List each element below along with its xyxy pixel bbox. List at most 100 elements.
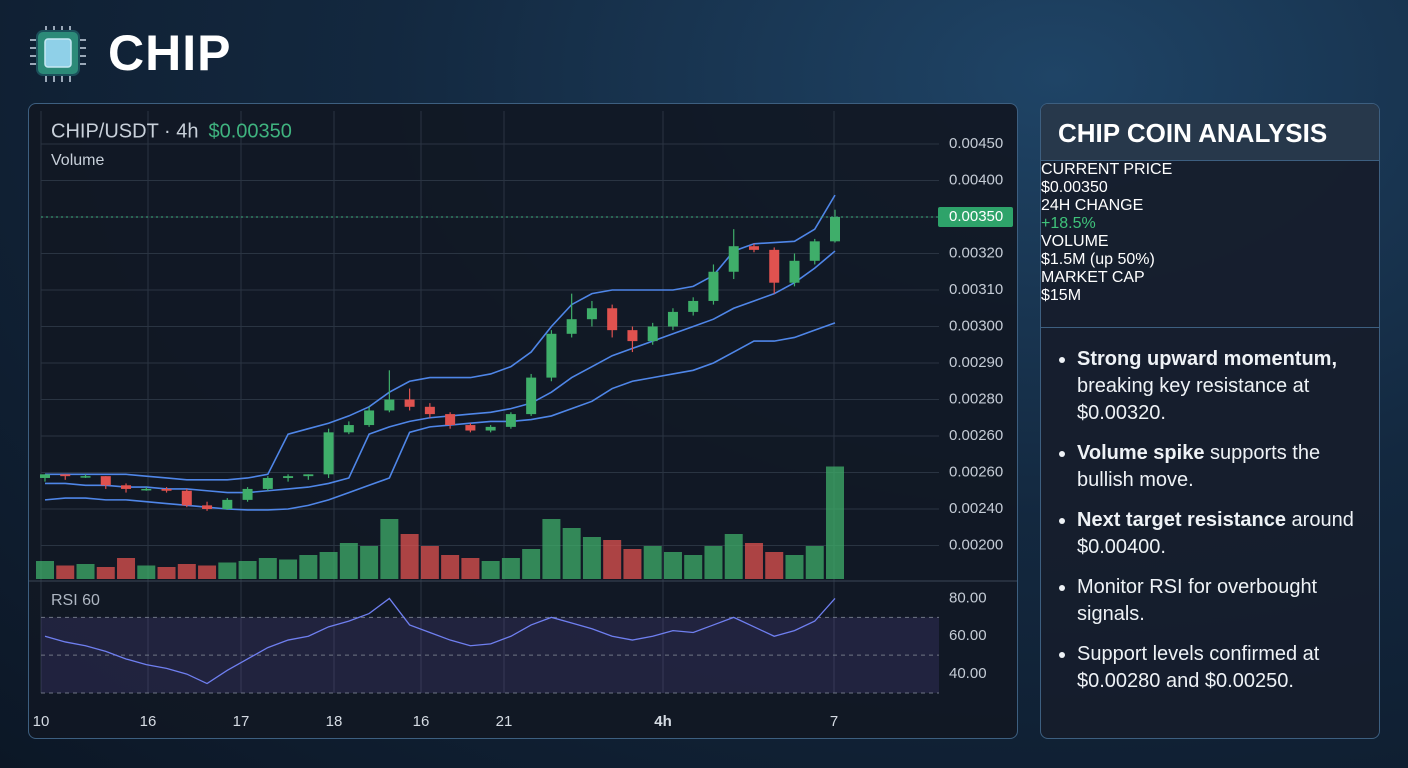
volume-bar xyxy=(157,567,176,579)
rsi-tick-label: 40.00 xyxy=(949,665,987,682)
candle-body xyxy=(526,377,537,415)
candle-body xyxy=(708,271,719,301)
volume-bar xyxy=(562,528,581,579)
app-title: CHIP xyxy=(108,25,232,81)
candle-body xyxy=(222,499,233,509)
candle-body xyxy=(323,432,334,475)
candle-body xyxy=(445,414,456,426)
stat-value: $15M xyxy=(1041,287,1379,305)
candle-body xyxy=(688,300,699,312)
y-tick-label: 0.00320 xyxy=(949,244,1003,261)
bullet-text: Monitor RSI for overbought signals. xyxy=(1077,576,1318,625)
volume-bar xyxy=(805,546,824,579)
stat-value-text: $15M xyxy=(1041,287,1082,304)
volume-bar xyxy=(218,562,237,579)
stat: CURRENT PRICE $0.00350 xyxy=(1041,161,1379,197)
band-upper xyxy=(45,194,836,481)
chart-panel: 0.00450 0.00400 0.00350 0.00320 0.00310 0.003… xyxy=(28,103,1018,739)
candle-body xyxy=(748,246,759,250)
candle-body xyxy=(505,414,516,427)
candle-body xyxy=(161,488,172,491)
volume-bar xyxy=(96,567,115,579)
band-lower xyxy=(44,322,836,511)
volume-bar xyxy=(258,558,277,579)
stat: 24H CHANGE +18.5% xyxy=(1041,197,1379,233)
volume-bar xyxy=(117,558,136,579)
volume-bar xyxy=(400,534,419,579)
chip-logo xyxy=(30,26,86,82)
stat-value: +18.5% xyxy=(1041,215,1379,233)
y-tick-label: 0.00240 xyxy=(949,500,1003,517)
bullet-bold: Volume spike xyxy=(1077,442,1205,464)
stat-value-text: +18.5% xyxy=(1041,215,1096,232)
volume-bar xyxy=(623,549,642,579)
candle-body xyxy=(566,319,577,334)
stat-label: MARKET CAP xyxy=(1041,269,1145,286)
bullet-list: Strong upward momentum, breaking key res… xyxy=(1041,346,1379,695)
y-tick-label: 0.00450 xyxy=(949,135,1003,152)
bullet: Strong upward momentum, breaking key res… xyxy=(1077,346,1359,427)
rsi-tick-label: 60.00 xyxy=(949,627,987,644)
volume-bar xyxy=(238,561,257,579)
volume-bar xyxy=(481,561,500,579)
bullet-text: supports the bullish move. xyxy=(1077,442,1321,491)
y-tick-label: 0.00300 xyxy=(949,317,1003,334)
candle-body xyxy=(627,330,638,342)
x-tick-label: 7 xyxy=(830,713,838,730)
volume-bar xyxy=(643,546,662,579)
bullet-text: breaking key resistance at $0.00320. xyxy=(1077,375,1310,424)
bullet: Support levels confirmed at $0.00280 and… xyxy=(1077,641,1359,695)
bullet-text: around $0.00400. xyxy=(1077,509,1354,558)
candle-body xyxy=(586,308,597,320)
candle-body xyxy=(100,476,111,486)
volume-bar xyxy=(319,552,338,579)
volume-bar xyxy=(360,546,379,579)
price-tag-label: 0.00350 xyxy=(949,208,1003,225)
chart-title: CHIP/USDT · 4h xyxy=(51,120,198,142)
candle-body xyxy=(647,326,658,342)
candle-body xyxy=(424,406,435,415)
stat-label: 24H CHANGE xyxy=(1041,197,1144,214)
volume-bar xyxy=(704,546,723,579)
volume-bar xyxy=(441,555,460,579)
stat-note: (up 50%) xyxy=(1089,251,1155,268)
volume-bar xyxy=(744,543,763,579)
candle-body xyxy=(728,246,739,272)
candle-body xyxy=(343,425,354,433)
candle-body xyxy=(667,311,678,327)
volume-bar xyxy=(177,564,196,579)
candle-body xyxy=(607,308,618,331)
band-middle xyxy=(45,250,836,494)
x-tick-label: 16 xyxy=(140,713,157,730)
volume-bar xyxy=(826,466,844,579)
stat-value: $0.00350 xyxy=(1041,179,1379,197)
price-tag xyxy=(938,207,1013,227)
stats: CURRENT PRICE $0.00350 24H CHANGE +18.5% VOL… xyxy=(1041,161,1379,328)
x-tick-label: 16 xyxy=(413,713,430,730)
stat-value-text: $0.00350 xyxy=(1041,179,1108,196)
card-title: CHIP COIN ANALYSIS xyxy=(1041,104,1379,161)
x-tick-label: 17 xyxy=(233,713,250,730)
y-tick-label: 0.00290 xyxy=(949,354,1003,371)
candle-body xyxy=(404,399,415,407)
chart: 0.00450 0.00400 0.00350 0.00320 0.00310 0.003… xyxy=(29,111,1017,730)
stat-value: $1.5M (up 50%) xyxy=(1041,251,1379,269)
volume-bar xyxy=(724,534,743,579)
volume-bar xyxy=(765,552,784,579)
volume-bar xyxy=(76,564,95,579)
volume-bar xyxy=(380,519,399,579)
stat-label: VOLUME xyxy=(1041,233,1109,250)
bullet-bold: Strong upward momentum, xyxy=(1077,348,1337,370)
candle-body xyxy=(485,426,496,431)
candle-body xyxy=(303,474,314,477)
volume-bar xyxy=(501,558,520,579)
candle-body xyxy=(40,474,50,478)
candle-body xyxy=(809,241,820,261)
volume-bar xyxy=(461,558,480,579)
candle-body xyxy=(121,485,132,489)
candle-body xyxy=(546,333,557,378)
candle-body xyxy=(80,476,91,478)
volume-bar xyxy=(663,552,682,579)
candle-body xyxy=(181,490,192,506)
